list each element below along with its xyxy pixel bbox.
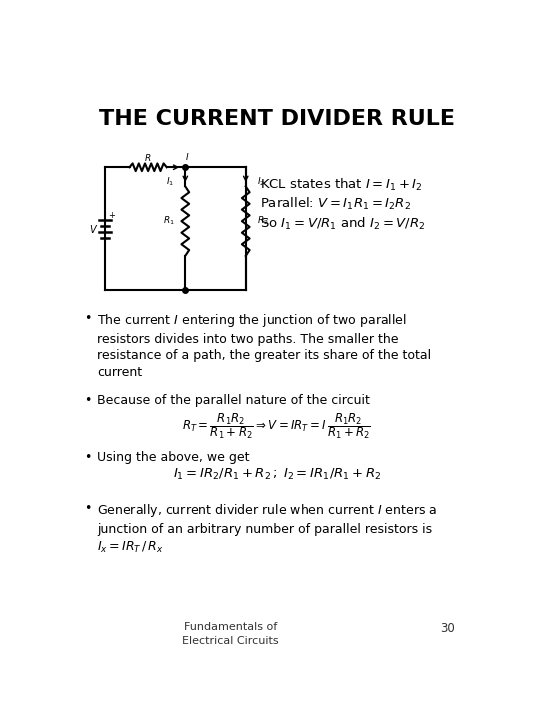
Text: •: • xyxy=(85,312,92,325)
Text: THE CURRENT DIVIDER RULE: THE CURRENT DIVIDER RULE xyxy=(99,109,455,129)
Text: KCL states that $I = I_1+I_2$: KCL states that $I = I_1+I_2$ xyxy=(260,177,422,193)
Text: $+$: $+$ xyxy=(109,210,117,220)
Text: Using the above, we get: Using the above, we get xyxy=(97,451,249,464)
Text: $I_2$: $I_2$ xyxy=(256,176,265,188)
Text: Because of the parallel nature of the circuit: Because of the parallel nature of the ci… xyxy=(97,395,370,408)
Text: $V$: $V$ xyxy=(89,223,98,235)
Text: Generally, current divider rule when current $\mathit{I}$ enters a
junction of a: Generally, current divider rule when cur… xyxy=(97,503,437,554)
Text: Parallel: $V = I_1R_1 = I_2R_2$: Parallel: $V = I_1R_1 = I_2R_2$ xyxy=(260,196,411,212)
Text: 30: 30 xyxy=(440,622,455,635)
Text: So $I_1=V/R_1$ and $I_2=V/R_2$: So $I_1=V/R_1$ and $I_2=V/R_2$ xyxy=(260,215,426,232)
Text: The current $\mathit{I}$ entering the junction of two parallel
resistors divides: The current $\mathit{I}$ entering the ju… xyxy=(97,312,431,379)
Text: •: • xyxy=(85,451,92,464)
Text: $R$: $R$ xyxy=(144,153,152,163)
Text: •: • xyxy=(85,395,92,408)
Text: $R_T = \dfrac{R_1R_2}{R_1+R_2} \Rightarrow V = IR_T = I\,\dfrac{R_1R_2}{R_1+R_2}: $R_T = \dfrac{R_1R_2}{R_1+R_2} \Rightarr… xyxy=(183,411,371,441)
Text: $I_1$: $I_1$ xyxy=(166,176,174,188)
Text: •: • xyxy=(85,503,92,516)
Text: $R_1$: $R_1$ xyxy=(163,215,174,228)
Text: $I$: $I$ xyxy=(185,151,190,162)
Text: $I_1 = IR_2/R_1+R_2\,;\;I_2 = IR_1/R_1+R_2$: $I_1 = IR_2/R_1+R_2\,;\;I_2 = IR_1/R_1+R… xyxy=(173,467,381,482)
Text: Fundamentals of
Electrical Circuits: Fundamentals of Electrical Circuits xyxy=(182,622,279,646)
Text: $R_2$: $R_2$ xyxy=(256,215,268,228)
